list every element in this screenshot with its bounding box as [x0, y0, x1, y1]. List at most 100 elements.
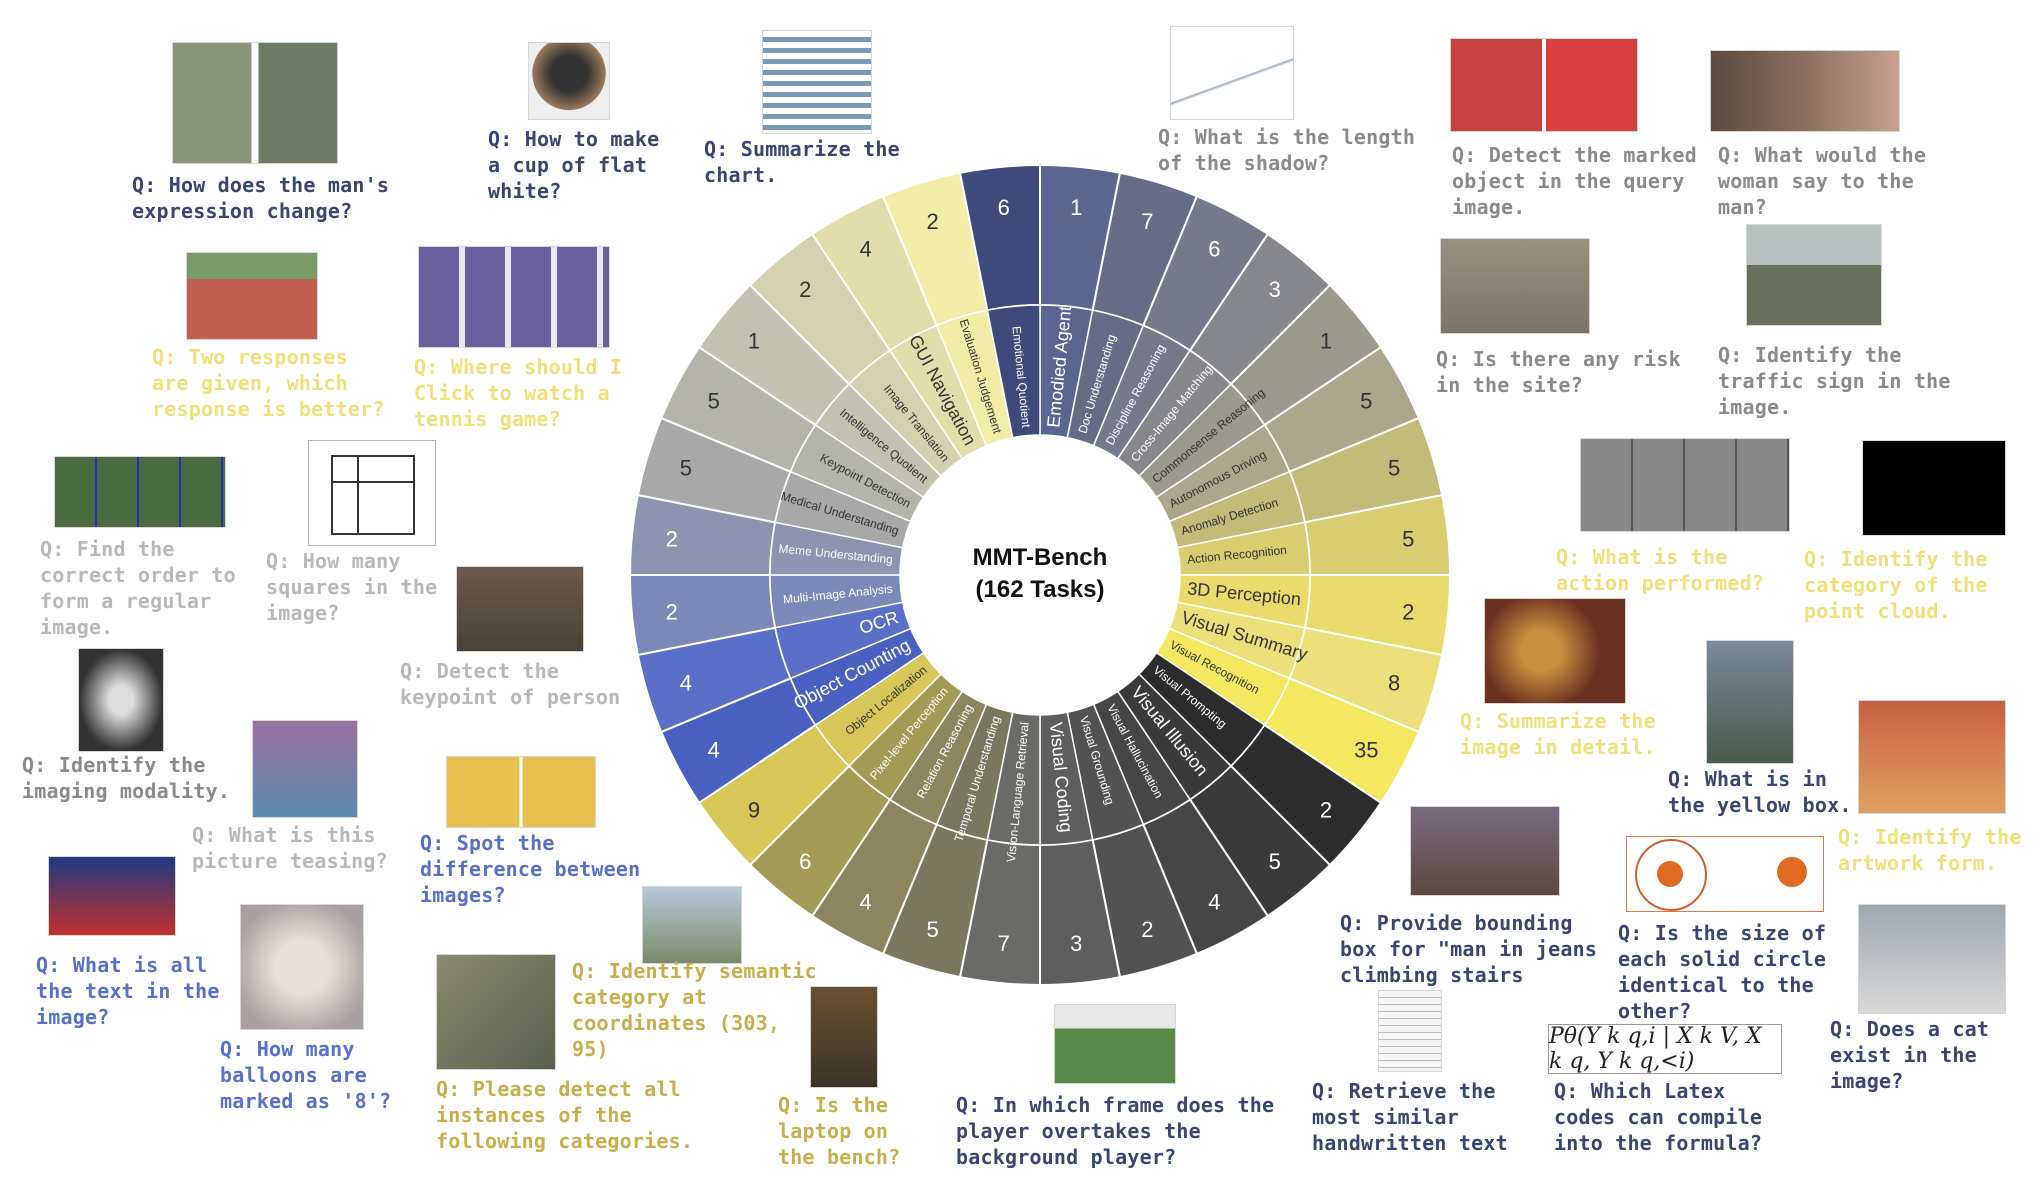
question-expression: Q: How does the man's expression change? — [132, 173, 390, 223]
question-coffee: Q: How to make a cup of flat white? — [488, 127, 660, 203]
task-count-label: 3 — [1070, 931, 1082, 956]
task-count-label: 2 — [666, 599, 678, 624]
task-count-label: 3 — [1269, 277, 1281, 302]
question-keypoint: Q: Detect the keypoint of person — [400, 659, 621, 709]
task-count-label: 2 — [1402, 599, 1414, 624]
cartoon-photo — [252, 720, 358, 818]
task-count-label: 5 — [708, 389, 720, 414]
balloons-photo — [240, 904, 364, 1030]
point-cloud-grid — [1862, 440, 2006, 536]
outer-ring: 1 7 6 3 1 5 5 5 2 8 35 2 5 4 2 3 7 5 4 6 9 4 4 2 2 5 5 1 2 4 2 6 — [628, 163, 1452, 987]
question-chart: Q: Summarize the chart. — [704, 137, 900, 187]
youtube-screenshot — [418, 246, 610, 348]
question-marked-object: Q: Detect the marked object in the query… — [1452, 143, 1697, 219]
expression-photo — [172, 42, 338, 164]
task-count-label: 5 — [680, 456, 692, 481]
circles-figure — [1626, 836, 1824, 912]
xray-photo — [78, 648, 164, 752]
question-semantic: Q: Identify semantic category at coordin… — [572, 959, 817, 1061]
meme-sign-photo — [48, 856, 176, 936]
question-balloons: Q: How many balloons are marked as '8'? — [220, 1037, 392, 1113]
inner-segment — [986, 304, 1041, 439]
task-count-label: 2 — [926, 209, 938, 234]
coffee-machine-photo — [528, 42, 610, 120]
task-count-label: 4 — [708, 737, 720, 762]
question-laptop: Q: Is the laptop on the bench? — [778, 1093, 901, 1169]
question-two-responses: Q: Two responses are given, which respon… — [152, 345, 385, 421]
task-count-label: 5 — [1388, 456, 1400, 481]
question-yellow-box: Q: What is in the yellow box. — [1668, 767, 1852, 817]
puzzle-grid-photo — [54, 456, 226, 528]
handwriting-photo — [1378, 990, 1442, 1072]
task-count-label: 1 — [1070, 195, 1082, 220]
bar-chart-thumb — [762, 30, 872, 134]
question-artwork: Q: Identify the artwork form. — [1838, 825, 2022, 875]
task-count-label: 4 — [859, 237, 871, 262]
task-count-label: 4 — [1208, 889, 1220, 914]
task-count-label: 6 — [998, 195, 1010, 220]
keypoint-photo — [456, 566, 584, 652]
gym-action-photo — [1580, 438, 1790, 532]
task-count-label: 7 — [998, 931, 1010, 956]
task-count-label: 5 — [926, 917, 938, 942]
stairs-photo — [1410, 806, 1560, 896]
tennis-court-photo — [186, 252, 318, 340]
task-count-label: 6 — [1208, 237, 1220, 262]
task-count-label: 2 — [1320, 798, 1332, 823]
artwork-photo — [1858, 700, 2006, 814]
task-count-label: 2 — [799, 277, 811, 302]
question-cat: Q: Does a cat exist in the image? — [1830, 1017, 1990, 1093]
task-count-label: 6 — [799, 849, 811, 874]
task-count-label: 5 — [1269, 849, 1281, 874]
question-spot-difference: Q: Spot the difference between images? — [420, 831, 641, 907]
road-photo — [1746, 224, 1882, 326]
question-all-text: Q: What is all the text in the image? — [36, 953, 220, 1029]
task-count-label: 4 — [680, 670, 692, 695]
park-bench-photo — [642, 886, 742, 964]
question-point-cloud: Q: Identify the category of the point cl… — [1804, 547, 1988, 623]
question-modality: Q: Identify the imaging modality. — [22, 753, 231, 803]
question-handwritten: Q: Retrieve the most similar handwritten… — [1312, 1079, 1508, 1155]
laptop-photo — [810, 986, 878, 1088]
question-shadow: Q: What is the length of the shadow? — [1158, 125, 1416, 175]
shadow-diagram-thumb — [1170, 26, 1294, 120]
question-bounding-box: Q: Provide bounding box for "man in jean… — [1340, 911, 1598, 987]
horse-race-photo — [1054, 1004, 1176, 1084]
question-teasing: Q: What is this picture teasing? — [192, 823, 388, 873]
question-tennis: Q: Where should I Click to watch a tenni… — [414, 355, 623, 431]
switch-photo — [1450, 38, 1638, 132]
task-count-label: 35 — [1354, 737, 1378, 762]
center-subtitle: (162 Tasks) — [976, 576, 1105, 603]
latex-formula-box: Pθ(Y k q,i | X k V, X k q, Y k q,<i) — [1548, 1024, 1782, 1074]
task-count-label: 4 — [859, 889, 871, 914]
task-count-label: 2 — [666, 527, 678, 552]
task-count-label: 2 — [1141, 917, 1153, 942]
question-latex: Q: Which Latex codes can compile into th… — [1554, 1079, 1763, 1155]
question-squares: Q: How many squares in the image? — [266, 549, 438, 625]
task-count-label: 5 — [1402, 527, 1414, 552]
question-woman-say: Q: What would the woman say to the man? — [1718, 143, 1927, 219]
question-detect-all: Q: Please detect all instances of the fo… — [436, 1077, 694, 1153]
spot-difference-photo — [446, 756, 596, 828]
center-disc — [902, 437, 1178, 713]
task-count-label: 7 — [1141, 209, 1153, 234]
question-risk: Q: Is there any risk in the site? — [1436, 347, 1681, 397]
construction-photo — [1440, 238, 1590, 334]
movie-still — [1710, 50, 1900, 132]
question-traffic-sign: Q: Identify the traffic sign in the imag… — [1718, 343, 1951, 419]
pizza-photo — [1484, 598, 1626, 704]
center-title: MMT-Bench — [973, 544, 1108, 571]
question-frame: Q: In which frame does the player overta… — [956, 1093, 1275, 1169]
yellow-box-photo — [1706, 640, 1794, 764]
task-count-label: 9 — [748, 798, 760, 823]
inner-ring: Emodied Agent Doc UnderstandingDiscipline… — [769, 304, 1311, 863]
task-count-label: 1 — [748, 328, 760, 353]
squares-figure — [308, 440, 436, 546]
aerial-road-photo — [436, 954, 556, 1070]
living-room-photo — [1858, 904, 2006, 1014]
question-correct-order: Q: Find the correct order to form a regu… — [40, 537, 236, 639]
question-action: Q: What is the action performed? — [1556, 545, 1765, 595]
task-count-label: 1 — [1320, 328, 1332, 353]
